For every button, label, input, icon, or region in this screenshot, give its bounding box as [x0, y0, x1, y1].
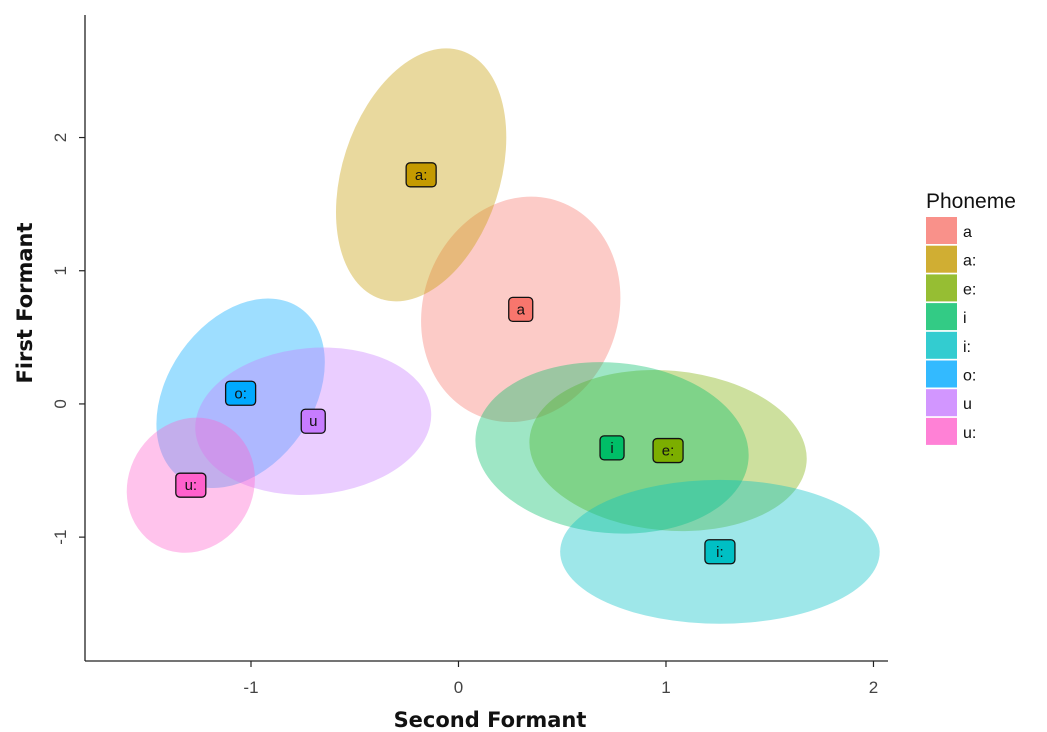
point-label-layer: a a: e: i i: o: u u: — [175, 162, 736, 565]
point-label-box — [300, 408, 326, 434]
x-tick-label: 1 — [661, 678, 670, 697]
legend-label: u: — [963, 425, 976, 442]
x-tick-label: 2 — [869, 678, 878, 697]
legend-label: i: — [963, 339, 971, 356]
legend-label: i — [963, 310, 967, 327]
point-label-box — [405, 162, 437, 188]
point-label: a: — [415, 167, 428, 184]
legend-key — [926, 217, 957, 244]
legend-label: e: — [963, 281, 976, 298]
legend-key — [926, 303, 957, 331]
point-label: u: — [185, 477, 198, 494]
x-tick-label: -1 — [243, 678, 258, 697]
y-tick-label: 0 — [51, 399, 70, 408]
point-label: i: — [716, 544, 724, 561]
point-label-box — [508, 296, 534, 323]
legend-label: u — [963, 396, 972, 413]
axis-layer: -1 0 1 2 -1 0 1 2 — [51, 15, 888, 697]
legend-key — [926, 274, 957, 302]
point-label-box — [704, 539, 736, 565]
y-tick-label: -1 — [51, 530, 70, 545]
legend-label: a: — [963, 253, 976, 270]
point-label-box — [652, 437, 684, 464]
legend-label: a — [963, 224, 972, 241]
legend-key — [926, 389, 957, 417]
x-tick-label: 0 — [454, 678, 463, 697]
legend-key — [926, 360, 957, 388]
ellipse-layer — [126, 48, 880, 624]
legend-key — [926, 245, 957, 273]
point-label: e: — [662, 443, 675, 460]
legend: a a: e: i i: o: u u: — [926, 217, 976, 445]
y-tick-label: 1 — [51, 266, 70, 275]
legend-key — [926, 417, 957, 445]
legend-title: Phoneme — [926, 190, 1016, 213]
point-label-box — [599, 435, 625, 461]
x-axis-title: Second Formant — [394, 708, 587, 732]
y-tick-label: 2 — [51, 133, 70, 142]
point-label-box — [175, 472, 207, 498]
point-label: i — [610, 440, 613, 457]
point-label: a — [517, 301, 526, 318]
legend-key — [926, 331, 957, 359]
y-axis-title: First Formant — [13, 222, 37, 383]
legend-label: o: — [963, 368, 976, 385]
point-label-box — [224, 380, 257, 406]
point-label: o: — [234, 385, 247, 402]
point-label: u — [309, 413, 317, 430]
